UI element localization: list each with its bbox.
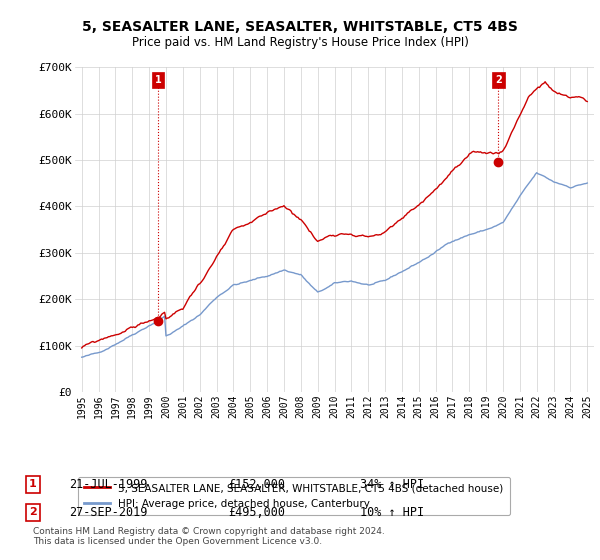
Text: Price paid vs. HM Land Registry's House Price Index (HPI): Price paid vs. HM Land Registry's House … bbox=[131, 36, 469, 49]
Text: 27-SEP-2019: 27-SEP-2019 bbox=[69, 506, 148, 519]
Text: £495,000: £495,000 bbox=[228, 506, 285, 519]
Text: Contains HM Land Registry data © Crown copyright and database right 2024.
This d: Contains HM Land Registry data © Crown c… bbox=[33, 526, 385, 546]
Text: 10% ↑ HPI: 10% ↑ HPI bbox=[360, 506, 424, 519]
Text: 5, SEASALTER LANE, SEASALTER, WHITSTABLE, CT5 4BS: 5, SEASALTER LANE, SEASALTER, WHITSTABLE… bbox=[82, 20, 518, 34]
Text: 1: 1 bbox=[155, 75, 161, 85]
Text: 21-JUL-1999: 21-JUL-1999 bbox=[69, 478, 148, 491]
Text: 2: 2 bbox=[29, 507, 37, 517]
Legend: 5, SEASALTER LANE, SEASALTER, WHITSTABLE, CT5 4BS (detached house), HPI: Average: 5, SEASALTER LANE, SEASALTER, WHITSTABLE… bbox=[77, 477, 510, 515]
Text: 34% ↑ HPI: 34% ↑ HPI bbox=[360, 478, 424, 491]
Text: £152,000: £152,000 bbox=[228, 478, 285, 491]
Text: 2: 2 bbox=[495, 75, 502, 85]
Text: 1: 1 bbox=[29, 479, 37, 489]
